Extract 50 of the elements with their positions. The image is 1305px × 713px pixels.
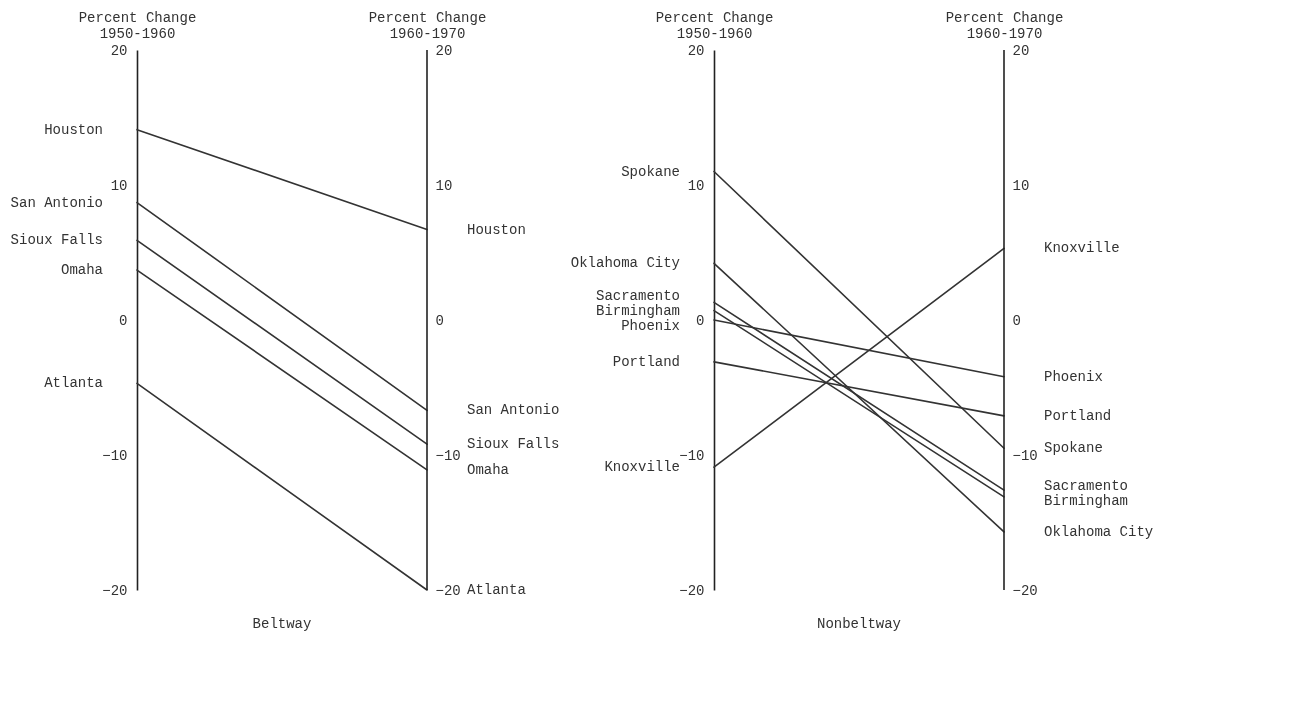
x-axis-title: Beltway bbox=[252, 616, 312, 632]
text: Portland bbox=[1044, 407, 1112, 424]
text: Sacramento bbox=[1044, 477, 1129, 494]
text: Sacramento bbox=[595, 288, 680, 304]
y2-tick-label: 0 bbox=[435, 312, 444, 329]
text: Oklahoma City bbox=[570, 255, 680, 272]
text: Phoenix bbox=[1044, 368, 1103, 385]
y2-tick-label: 10 bbox=[435, 177, 453, 194]
text: Houston bbox=[44, 121, 103, 138]
text: Birmingham bbox=[1044, 492, 1129, 509]
text: Sioux Falls bbox=[467, 436, 560, 453]
y-tick-label: 0 bbox=[696, 312, 705, 329]
x-axis-title: Nonbeltway bbox=[816, 616, 902, 632]
y2-tick-label: 20 bbox=[1012, 42, 1030, 59]
text: Sioux Falls bbox=[10, 232, 103, 249]
text: Portland bbox=[612, 353, 680, 370]
y2-tick-label: 0 bbox=[1012, 312, 1021, 329]
y-tick-label: 20 bbox=[110, 42, 128, 59]
x-tick-label: Percent Change 1960-1970 bbox=[945, 9, 1064, 42]
y2-tick-label: 20 bbox=[435, 42, 453, 59]
y-tick-label: −10 bbox=[102, 447, 128, 464]
y-tick-label: −20 bbox=[102, 582, 128, 599]
text: Omaha bbox=[60, 262, 103, 279]
text: Birmingham bbox=[595, 303, 680, 319]
text: San Antonio bbox=[467, 402, 560, 419]
x-tick-label: Percent Change 1950-1960 bbox=[78, 9, 197, 42]
text: Oklahoma City bbox=[1044, 523, 1154, 540]
x-tick-label: Percent Change 1960-1970 bbox=[368, 9, 487, 42]
text: Spokane bbox=[1044, 440, 1103, 457]
y2-tick-label: 10 bbox=[1012, 177, 1030, 194]
text: Knoxville bbox=[604, 459, 680, 476]
y-tick-label: −10 bbox=[679, 447, 705, 464]
text: Atlanta bbox=[44, 375, 103, 392]
text: San Antonio bbox=[10, 194, 103, 211]
text: Spokane bbox=[621, 163, 680, 180]
text: Knoxville bbox=[1044, 240, 1120, 257]
y-tick-label: 10 bbox=[110, 177, 128, 194]
y-tick-label: 0 bbox=[119, 312, 128, 329]
y2-tick-label: −10 bbox=[1012, 447, 1038, 464]
y-tick-label: 20 bbox=[687, 42, 705, 59]
y2-tick-label: −10 bbox=[435, 447, 461, 464]
y2-tick-label: −20 bbox=[435, 582, 461, 599]
text: Atlanta bbox=[467, 582, 526, 598]
text: Phoenix bbox=[621, 318, 680, 334]
x-tick-label: Percent Change 1950-1960 bbox=[655, 9, 774, 42]
text: Houston bbox=[467, 221, 526, 238]
y2-tick-label: −20 bbox=[1012, 582, 1038, 599]
text: Omaha bbox=[467, 461, 510, 478]
y-tick-label: −20 bbox=[679, 582, 705, 599]
y-tick-label: 10 bbox=[687, 177, 705, 194]
